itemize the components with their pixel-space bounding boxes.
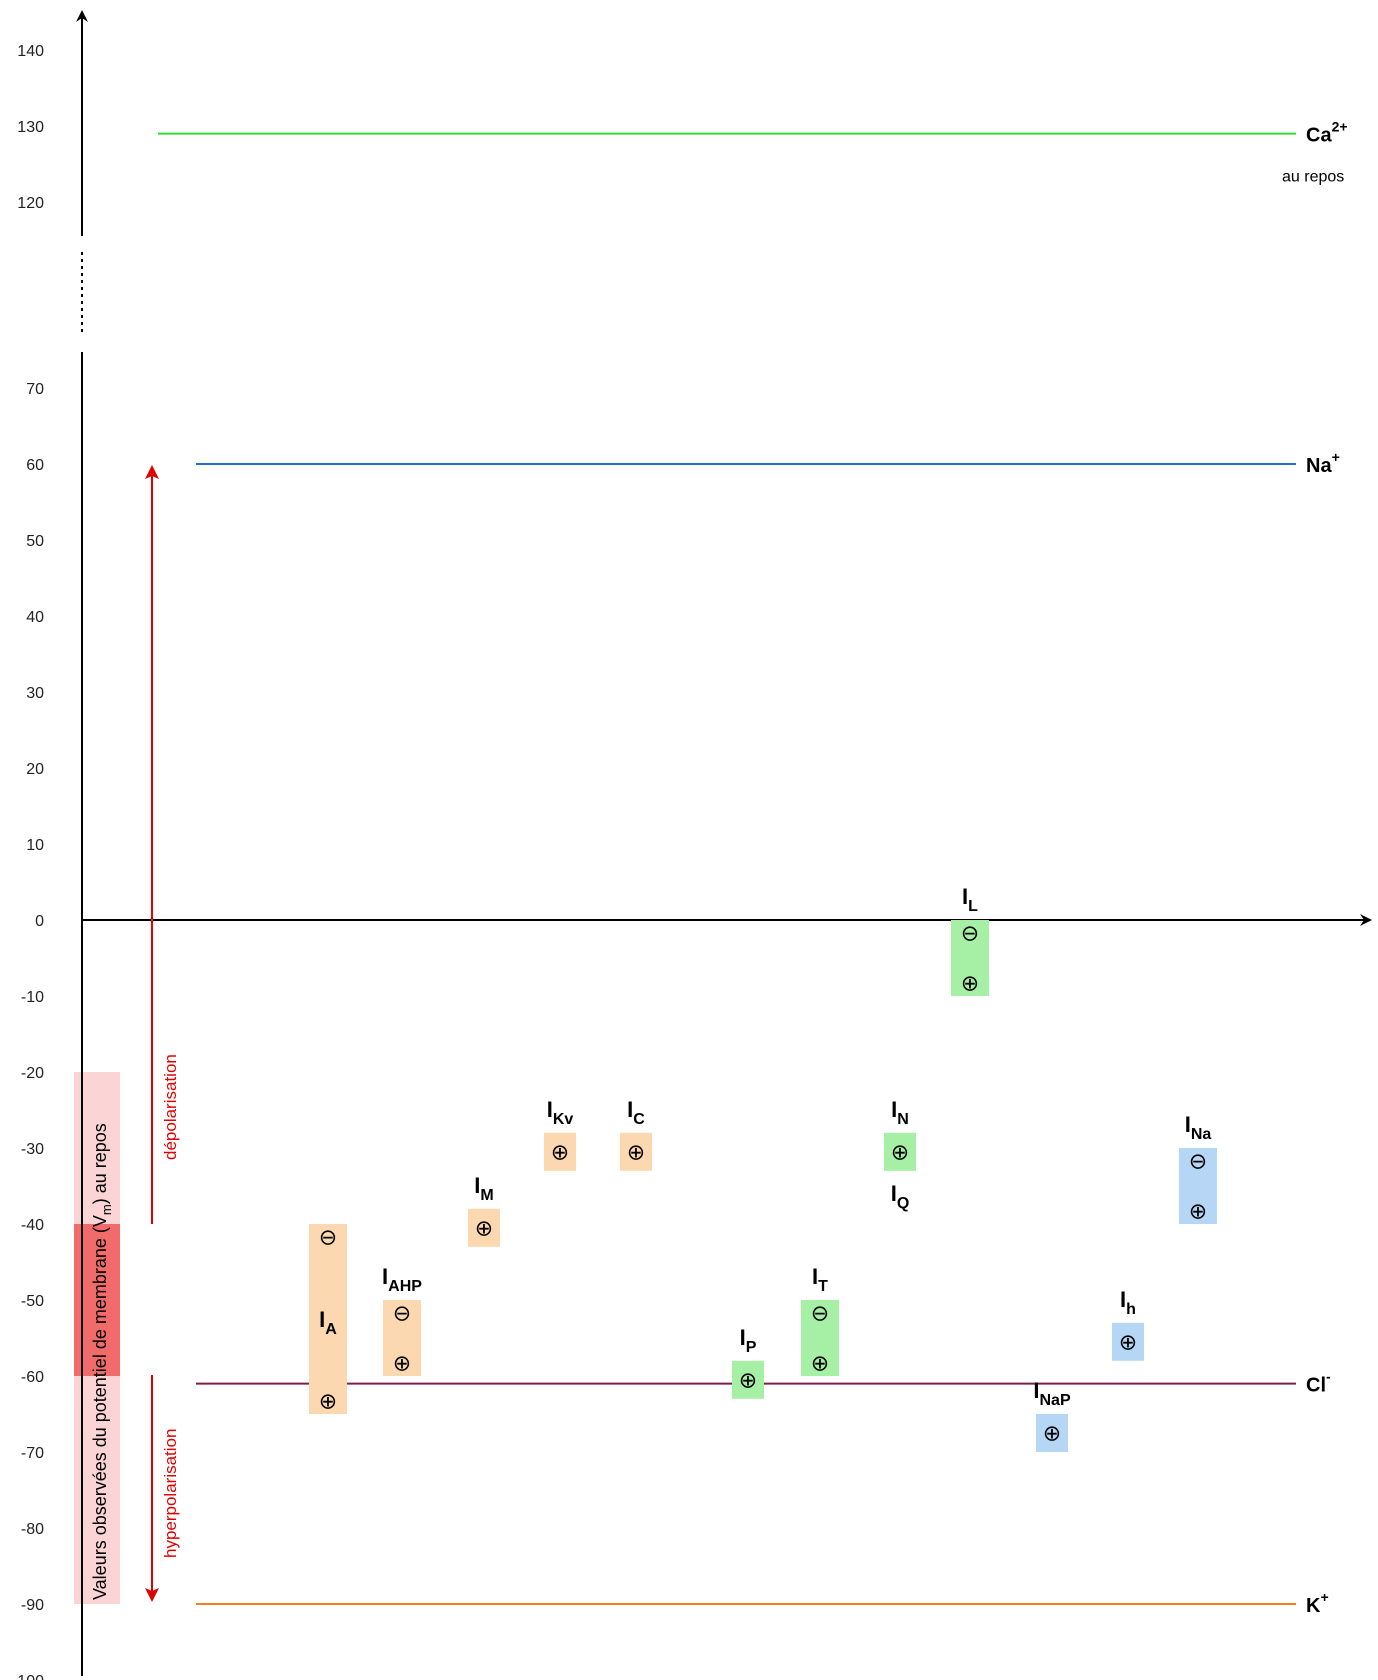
current-kv: ⊕ IKv [544, 1097, 576, 1171]
current-label: IC [627, 1097, 645, 1128]
tick-label: 50 [26, 533, 44, 550]
current-label: Ih [1120, 1287, 1136, 1318]
current-label: IL [962, 884, 978, 915]
tick-label: 30 [26, 685, 44, 702]
tick-label: -50 [21, 1293, 44, 1310]
current-label: INa [1185, 1112, 1212, 1143]
current-range-box [1179, 1148, 1217, 1224]
tick-label: 40 [26, 609, 44, 626]
activation-symbol: ⊕ [627, 1139, 645, 1164]
current-label: IKv [547, 1097, 574, 1128]
tick-label: -100 [12, 1673, 44, 1680]
hyperpolarisation-label: hyperpolarisation [161, 1429, 180, 1558]
current-m: ⊕ IM [468, 1173, 500, 1247]
equilibrium-lines: Ca2+ au repos Na+ Cl- K+ [158, 119, 1348, 1617]
current-range-box [801, 1300, 839, 1376]
y-axis-ticks: 140 130 120 70 60 50 40 30 20 10 0 -10 -20 -30 -40 -50 -… [12, 43, 44, 1680]
activation-symbol: ⊕ [811, 1351, 829, 1376]
activation-symbol: ⊕ [1189, 1199, 1207, 1224]
current-na: ⊖ ⊕ INa [1179, 1112, 1217, 1224]
ion-label-cl: Cl- [1306, 1369, 1331, 1397]
ion-label-k: K+ [1306, 1589, 1329, 1617]
activation-symbol: ⊖ [1189, 1149, 1207, 1174]
current-label: IQ [891, 1181, 910, 1212]
resting-potential-label: Valeurs observées du potentiel de membra… [90, 1123, 114, 1600]
current-range-box [620, 1132, 652, 1171]
current-label: IM [474, 1173, 493, 1204]
activation-symbol: ⊖ [393, 1301, 411, 1326]
current-l: ⊖ ⊕ IL [951, 884, 989, 996]
current-label: IT [812, 1264, 828, 1295]
ion-sublabel: au repos [1282, 169, 1344, 186]
activation-symbol: ⊕ [891, 1139, 909, 1164]
current-p: ⊕ IP [732, 1325, 764, 1399]
activation-symbol: ⊕ [1043, 1421, 1061, 1446]
activation-symbol: ⊕ [319, 1389, 337, 1414]
current-ahp: ⊖ ⊕ IAHP [382, 1264, 422, 1376]
current-range-box [884, 1132, 916, 1171]
current-t: ⊖ ⊕ IT [801, 1264, 839, 1376]
tick-label: 20 [26, 761, 44, 778]
tick-label: -70 [21, 1445, 44, 1462]
current-n: ⊕ IN IQ [884, 1097, 916, 1212]
ion-label-ca: Ca2+ [1306, 119, 1348, 147]
activation-symbol: ⊕ [1119, 1329, 1137, 1354]
current-range-box [1112, 1322, 1144, 1361]
tick-label: 120 [17, 195, 44, 212]
current-range-box [383, 1300, 421, 1376]
activation-symbol: ⊖ [319, 1225, 337, 1250]
current-nap: ⊕ INaP [1033, 1378, 1071, 1452]
activation-symbol: ⊖ [811, 1301, 829, 1326]
activation-symbol: ⊕ [475, 1215, 493, 1240]
activation-symbol: ⊕ [393, 1351, 411, 1376]
ion-label-na: Na+ [1306, 449, 1340, 477]
tick-label: -60 [21, 1369, 44, 1386]
tick-label: -40 [21, 1217, 44, 1234]
activation-symbol: ⊕ [551, 1139, 569, 1164]
current-range-box [468, 1208, 500, 1247]
current-label: IN [891, 1097, 909, 1128]
activation-symbol: ⊕ [961, 971, 979, 996]
current-a: ⊖ ⊕ IA [309, 1224, 347, 1414]
tick-label: 10 [26, 837, 44, 854]
tick-label: -90 [21, 1597, 44, 1614]
current-label: IA [319, 1307, 337, 1338]
tick-label: -10 [21, 989, 44, 1006]
current-h: ⊕ Ih [1112, 1287, 1144, 1361]
tick-label: 140 [17, 43, 44, 60]
current-range-box [309, 1224, 347, 1414]
activation-symbol: ⊕ [739, 1367, 757, 1392]
tick-label: -80 [21, 1521, 44, 1538]
ionic-currents: ⊖ ⊕ IA ⊖ ⊕ IAHP ⊕ IM ⊕ IKv ⊕ IC ⊕ IP ⊖ ⊕ IT ⊕ IN IQ ⊖ ⊕ IL ⊕ INa… [309, 884, 1217, 1452]
current-range-box [951, 920, 989, 996]
current-range-box [1036, 1414, 1068, 1452]
current-label: IAHP [382, 1264, 422, 1295]
tick-label: 70 [26, 381, 44, 398]
activation-symbol: ⊖ [961, 921, 979, 946]
tick-label: -20 [21, 1065, 44, 1082]
depolarisation-label: dépolarisation [161, 1054, 180, 1160]
current-label: IP [740, 1325, 757, 1356]
tick-label: 0 [35, 913, 44, 930]
tick-label: 60 [26, 457, 44, 474]
current-label: INaP [1033, 1378, 1071, 1409]
current-c: ⊕ IC [620, 1097, 652, 1171]
tick-label: -30 [21, 1141, 44, 1158]
current-range-box [544, 1132, 576, 1171]
tick-label: 130 [17, 119, 44, 136]
current-range-box [732, 1360, 764, 1399]
